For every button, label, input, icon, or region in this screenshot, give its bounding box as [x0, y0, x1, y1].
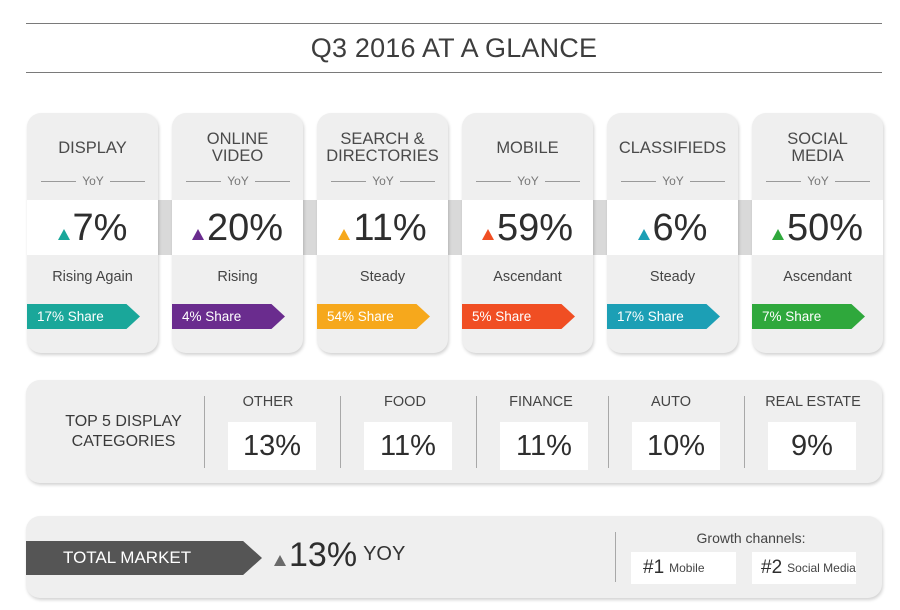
channel-rank: #1	[643, 557, 665, 578]
share-tag: 17% Share	[27, 304, 140, 329]
channel-name: Social Media	[787, 561, 856, 575]
top-rule	[26, 23, 882, 24]
category-card-social-media: SOCIAL MEDIA YoY 50% Ascendant 7% Share	[752, 113, 883, 353]
top5-label: TOP 5 DISPLAY CATEGORIES	[65, 413, 182, 450]
card-title: CLASSIFIEDS	[618, 138, 727, 157]
top5-category-value: 11%	[364, 422, 452, 470]
yoy-value: 20%	[206, 206, 284, 249]
total-market-pct: 13%	[289, 536, 358, 574]
yoy-value: 59%	[496, 206, 574, 249]
total-market-value: 13% YOY	[274, 536, 405, 574]
card-title: ONLINE VIDEO	[206, 130, 269, 165]
yoy-value-box: 50%	[752, 200, 883, 255]
yoy-value-box: 59%	[462, 200, 593, 255]
yoy-label: YoY	[517, 174, 539, 188]
category-card-mobile: MOBILE YoY 59% Ascendant 5% Share	[462, 113, 593, 353]
share-tag: 4% Share	[172, 304, 285, 329]
card-title: SOCIAL MEDIA	[787, 130, 848, 165]
card-connector	[593, 200, 607, 255]
top5-category-name: FINANCE	[509, 394, 573, 410]
share-tag: 5% Share	[462, 304, 575, 329]
trend-label: Rising Again	[52, 269, 133, 285]
yoy-value-box: 11%	[317, 200, 448, 255]
yoy-value: 11%	[353, 206, 427, 249]
growth-channels-label: Growth channels:	[696, 530, 806, 546]
divider	[476, 396, 477, 468]
growth-channel-2: #2 Social Media	[752, 552, 856, 584]
trend-label: Ascendant	[493, 269, 562, 285]
yoy-divider: YoY	[621, 173, 725, 189]
share-tag: 54% Share	[317, 304, 430, 329]
yoy-value: 6%	[652, 206, 708, 249]
share-tag: 17% Share	[607, 304, 720, 329]
yoy-value-box: 20%	[172, 200, 303, 255]
category-card-search: SEARCH & DIRECTORIES YoY 11% Steady 54% …	[317, 113, 448, 353]
yoy-divider: YoY	[476, 173, 580, 189]
trend-label: Steady	[359, 269, 406, 285]
card-connector	[448, 200, 462, 255]
share-tag: 7% Share	[752, 304, 865, 329]
up-triangle-icon	[191, 229, 204, 240]
trend-label: Rising	[217, 269, 258, 285]
yoy-value: 50%	[786, 206, 864, 249]
card-title: DISPLAY	[58, 138, 127, 157]
yoy-label: YoY	[372, 174, 394, 188]
channel-rank: #2	[761, 557, 783, 578]
yoy-divider: YoY	[331, 173, 435, 189]
title-rule	[26, 72, 882, 73]
up-triangle-icon	[771, 229, 784, 240]
divider	[615, 532, 616, 582]
top5-category-value: 9%	[768, 422, 856, 470]
total-market-suffix: YOY	[363, 543, 406, 565]
trend-label: Ascendant	[783, 269, 852, 285]
card-connector	[158, 200, 172, 255]
up-triangle-icon	[338, 229, 351, 240]
up-triangle-icon	[637, 229, 650, 240]
category-card-classifieds: CLASSIFIEDS YoY 6% Steady 17% Share	[607, 113, 738, 353]
card-connector	[738, 200, 752, 255]
total-market-panel: TOTAL MARKET 13% YOY Growth channels: #1…	[26, 516, 882, 598]
yoy-divider: YoY	[186, 173, 290, 189]
top5-category-name: AUTO	[650, 394, 692, 410]
top5-category-name: REAL ESTATE	[765, 394, 861, 410]
up-triangle-icon	[274, 555, 286, 566]
category-card-online-video: ONLINE VIDEO YoY 20% Rising 4% Share	[172, 113, 303, 353]
top5-category-name: OTHER	[242, 394, 294, 410]
category-card-display: DISPLAY YoY 7% Rising Again 17% Share	[27, 113, 158, 353]
yoy-divider: YoY	[41, 173, 145, 189]
top5-panel: TOP 5 DISPLAY CATEGORIES OTHER 13% FOOD …	[26, 380, 882, 483]
yoy-value-box: 6%	[607, 200, 738, 255]
yoy-label: YoY	[82, 174, 104, 188]
yoy-value-box: 7%	[27, 200, 158, 255]
yoy-label: YoY	[807, 174, 829, 188]
yoy-divider: YoY	[766, 173, 870, 189]
top5-category-value: 11%	[500, 422, 588, 470]
divider	[340, 396, 341, 468]
up-triangle-icon	[57, 229, 70, 240]
yoy-label: YoY	[227, 174, 249, 188]
page-title: Q3 2016 AT A GLANCE	[310, 33, 598, 63]
top5-category-value: 13%	[228, 422, 316, 470]
divider	[744, 396, 745, 468]
up-triangle-icon	[481, 229, 494, 240]
card-connector	[303, 200, 317, 255]
growth-channel-1: #1 Mobile	[631, 552, 736, 584]
channel-name: Mobile	[669, 561, 705, 575]
top5-category-value: 10%	[632, 422, 720, 470]
yoy-value: 7%	[72, 206, 128, 249]
top5-category-name: FOOD	[384, 394, 426, 410]
divider	[204, 396, 205, 468]
trend-label: Steady	[649, 269, 696, 285]
card-title: MOBILE	[496, 138, 559, 157]
card-title: SEARCH & DIRECTORIES	[326, 130, 439, 165]
yoy-label: YoY	[662, 174, 684, 188]
divider	[608, 396, 609, 468]
total-market-tag: TOTAL MARKET	[26, 541, 262, 575]
